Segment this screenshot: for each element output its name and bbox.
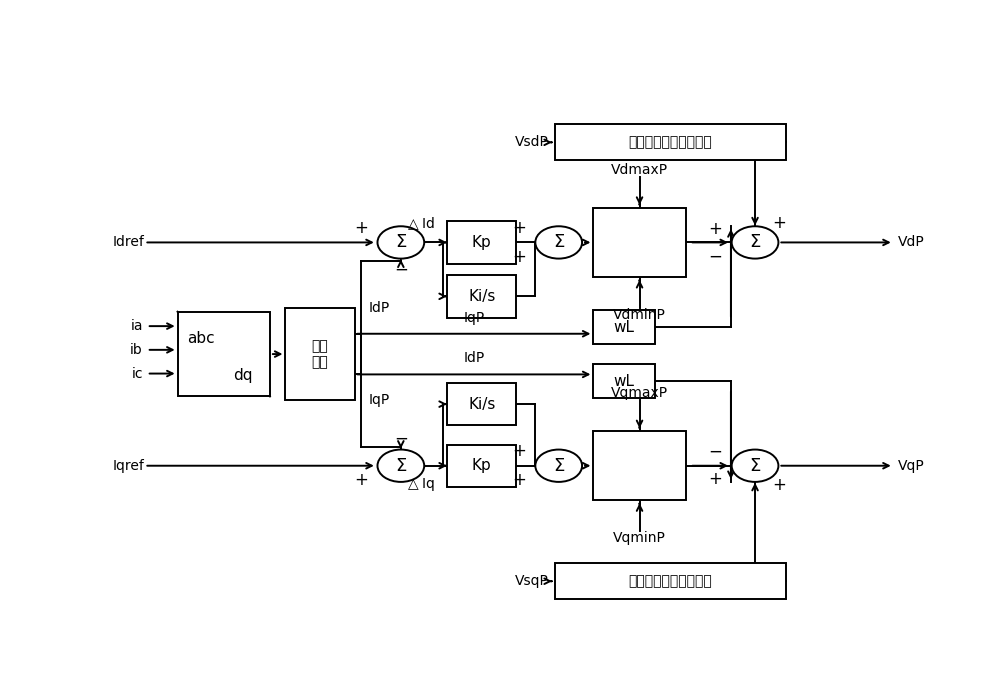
Text: Ki/s: Ki/s [468, 289, 495, 304]
Bar [447, 444, 516, 487]
Text: VqminP: VqminP [613, 531, 666, 545]
Text: $\Sigma$: $\Sigma$ [395, 233, 407, 251]
Bar [447, 275, 516, 318]
Bar [555, 125, 786, 161]
Bar [593, 364, 655, 398]
Text: +: + [354, 471, 368, 489]
Text: ib: ib [130, 343, 143, 357]
Ellipse shape [732, 450, 778, 482]
Text: wL: wL [614, 320, 635, 335]
Bar [593, 208, 686, 277]
Text: VqmaxP: VqmaxP [611, 386, 668, 400]
Text: IdP: IdP [369, 302, 390, 316]
Bar [593, 310, 655, 344]
Bar [178, 311, 270, 397]
Text: IqP: IqP [463, 311, 485, 325]
Text: VdP: VdP [898, 235, 924, 249]
Text: VdminP: VdminP [613, 308, 666, 322]
Text: $\Sigma$: $\Sigma$ [749, 457, 761, 475]
Text: VqP: VqP [898, 459, 924, 473]
Text: VsqP: VsqP [515, 574, 549, 588]
Text: IdP: IdP [463, 351, 485, 365]
Text: IqP: IqP [369, 393, 390, 407]
Ellipse shape [732, 226, 778, 259]
Text: −: − [394, 429, 408, 447]
Text: Iqref: Iqref [113, 459, 144, 473]
Text: −: − [708, 247, 722, 265]
Text: Kp: Kp [472, 235, 492, 250]
Bar [447, 383, 516, 426]
Text: ic: ic [131, 367, 143, 381]
Bar [285, 308, 355, 400]
Text: ia: ia [130, 319, 143, 333]
Text: Ki/s: Ki/s [468, 397, 495, 412]
Text: Kp: Kp [472, 458, 492, 473]
Text: wL: wL [614, 374, 635, 388]
Text: $\triangle$Id: $\triangle$Id [405, 216, 435, 233]
Text: −: − [394, 261, 408, 279]
Text: Idref: Idref [113, 235, 144, 249]
Text: $\triangle$Iq: $\triangle$Iq [405, 475, 435, 493]
Text: $\Sigma$: $\Sigma$ [553, 457, 565, 475]
Text: +: + [512, 219, 526, 237]
Text: 虚拟电网自适应滤波器: 虚拟电网自适应滤波器 [628, 136, 712, 149]
Text: +: + [512, 471, 526, 489]
Text: +: + [354, 219, 368, 237]
Text: +: + [772, 476, 786, 494]
Ellipse shape [377, 450, 424, 482]
Text: VdmaxP: VdmaxP [611, 163, 668, 177]
Text: abc: abc [187, 331, 214, 346]
Text: +: + [708, 471, 722, 489]
Text: −: − [708, 443, 722, 461]
Ellipse shape [535, 450, 582, 482]
Text: +: + [512, 248, 526, 266]
Text: VsdP: VsdP [515, 136, 549, 149]
Text: +: + [708, 219, 722, 237]
Text: 虚拟电网自适应滤波器: 虚拟电网自适应滤波器 [628, 574, 712, 588]
Ellipse shape [535, 226, 582, 259]
Text: +: + [512, 442, 526, 460]
Bar [447, 221, 516, 264]
Ellipse shape [377, 226, 424, 259]
Text: dq: dq [233, 367, 253, 383]
Text: $\Sigma$: $\Sigma$ [553, 233, 565, 251]
Text: $\Sigma$: $\Sigma$ [749, 233, 761, 251]
Bar [555, 563, 786, 599]
Text: +: + [772, 214, 786, 232]
Bar [593, 431, 686, 500]
Text: $\Sigma$: $\Sigma$ [395, 457, 407, 475]
Text: 正序
提取: 正序 提取 [312, 339, 328, 369]
